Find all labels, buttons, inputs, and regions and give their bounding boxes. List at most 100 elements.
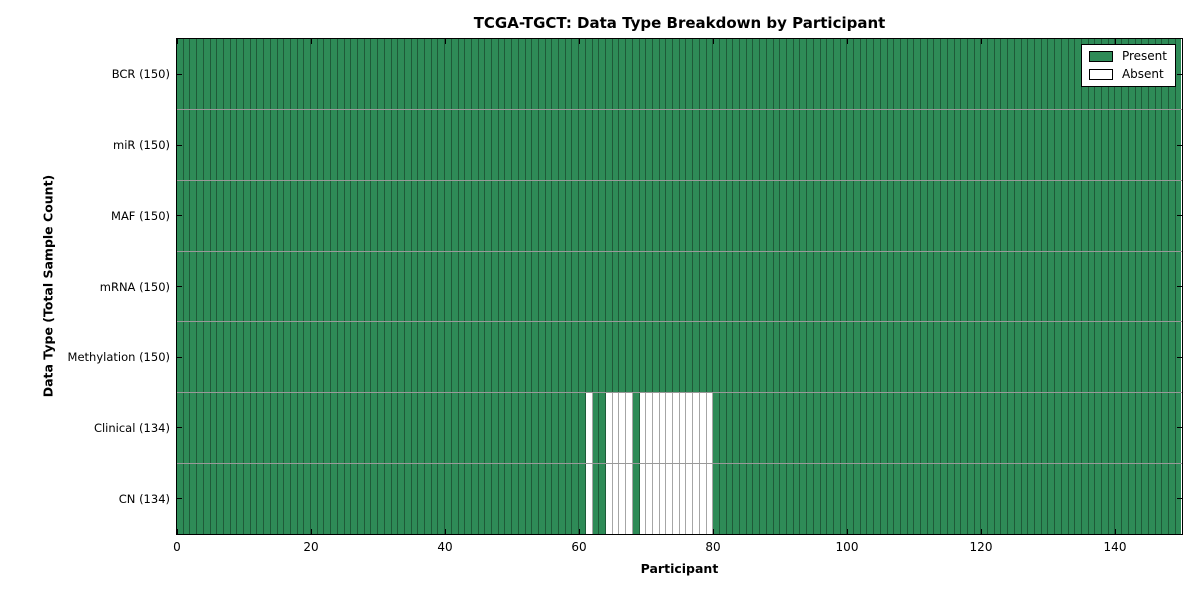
cell xyxy=(773,39,781,109)
y-tick-mark xyxy=(177,286,182,287)
cell xyxy=(270,251,278,322)
cell xyxy=(1048,393,1056,464)
cell xyxy=(760,322,767,393)
cell xyxy=(284,464,291,535)
cell xyxy=(907,393,915,464)
cell xyxy=(337,464,345,535)
cell xyxy=(197,251,204,322)
cell xyxy=(304,393,312,464)
cell xyxy=(947,322,955,393)
cell xyxy=(1061,464,1069,535)
cell xyxy=(847,464,855,535)
cell xyxy=(1081,109,1089,180)
cell xyxy=(719,39,727,109)
cell xyxy=(344,464,352,535)
cell xyxy=(833,109,841,180)
cell xyxy=(961,464,968,535)
cell xyxy=(505,109,513,180)
cell xyxy=(404,251,412,322)
x-tick-mark xyxy=(981,39,982,44)
cell xyxy=(941,464,948,535)
cell xyxy=(304,39,312,109)
cell xyxy=(847,180,855,251)
cell xyxy=(579,464,586,535)
cell xyxy=(458,109,466,180)
cell xyxy=(257,322,265,393)
cell xyxy=(740,180,747,251)
cell xyxy=(445,180,452,251)
cell xyxy=(585,180,593,251)
cell xyxy=(746,109,754,180)
cell xyxy=(230,322,238,393)
cell xyxy=(244,393,251,464)
cell xyxy=(988,393,995,464)
cell xyxy=(1108,180,1116,251)
cell xyxy=(203,109,211,180)
cell xyxy=(679,109,687,180)
cell xyxy=(585,109,593,180)
legend: Present Absent xyxy=(1080,44,1176,87)
cell xyxy=(183,251,191,322)
chart-title: TCGA-TGCT: Data Type Breakdown by Partic… xyxy=(473,14,886,32)
cell xyxy=(270,322,278,393)
cell xyxy=(833,322,841,393)
cell xyxy=(371,109,379,180)
cell xyxy=(927,393,935,464)
cell xyxy=(1041,464,1049,535)
cell xyxy=(257,393,265,464)
cell xyxy=(478,464,486,535)
cell xyxy=(907,180,915,251)
cell xyxy=(1095,251,1103,322)
cell xyxy=(324,180,332,251)
cell xyxy=(1095,464,1103,535)
legend-entry-present: Present xyxy=(1088,50,1167,63)
cell xyxy=(311,251,318,322)
cell xyxy=(485,39,493,109)
cell xyxy=(183,39,191,109)
cell xyxy=(197,393,204,464)
cell xyxy=(679,393,687,464)
cell xyxy=(371,180,379,251)
cell xyxy=(532,109,539,180)
cell xyxy=(451,251,459,322)
cell xyxy=(512,393,519,464)
cell xyxy=(284,109,291,180)
cell xyxy=(411,464,419,535)
cell xyxy=(552,464,560,535)
cell xyxy=(599,109,606,180)
row-mRNA xyxy=(177,251,1182,323)
cell xyxy=(833,464,841,535)
cell xyxy=(786,393,794,464)
cell xyxy=(1148,180,1156,251)
cell xyxy=(344,39,352,109)
cell xyxy=(311,39,318,109)
cell xyxy=(726,322,734,393)
cell xyxy=(766,322,774,393)
cell xyxy=(579,322,586,393)
cell xyxy=(1055,393,1062,464)
cell xyxy=(807,180,814,251)
cell xyxy=(733,39,741,109)
cell xyxy=(1135,251,1143,322)
cell xyxy=(907,464,915,535)
cell xyxy=(357,39,365,109)
cell xyxy=(1135,109,1143,180)
cell xyxy=(337,39,345,109)
cell xyxy=(632,393,640,464)
cell xyxy=(994,180,1002,251)
cell xyxy=(1021,464,1029,535)
cell xyxy=(847,251,855,322)
cell xyxy=(230,251,238,322)
cell xyxy=(652,180,660,251)
cell xyxy=(217,393,224,464)
cell xyxy=(961,322,968,393)
cell xyxy=(297,109,305,180)
cell xyxy=(445,393,452,464)
x-tick-mark xyxy=(1115,529,1116,534)
cell xyxy=(1001,180,1009,251)
cell xyxy=(827,180,834,251)
cell xyxy=(244,322,251,393)
cell xyxy=(223,251,231,322)
cell xyxy=(880,393,888,464)
cell xyxy=(579,393,586,464)
